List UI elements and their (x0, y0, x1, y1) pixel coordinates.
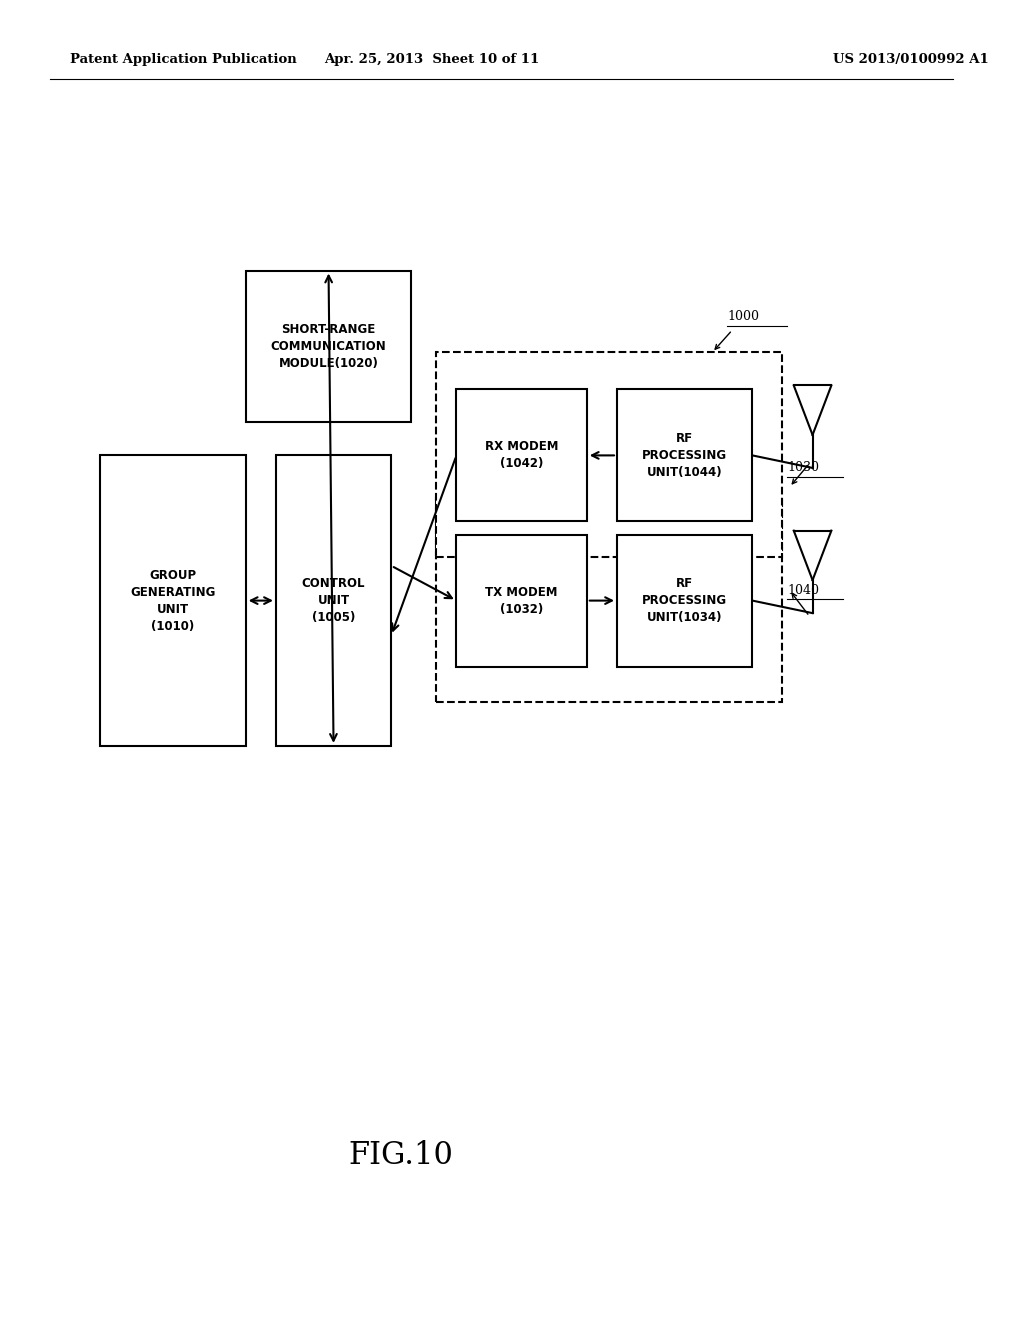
Text: US 2013/0100992 A1: US 2013/0100992 A1 (833, 53, 988, 66)
FancyBboxPatch shape (100, 455, 246, 746)
FancyBboxPatch shape (457, 535, 587, 667)
Text: 1040: 1040 (787, 583, 819, 597)
Text: RX MODEM
(1042): RX MODEM (1042) (485, 441, 558, 470)
FancyBboxPatch shape (246, 271, 412, 422)
Text: TX MODEM
(1032): TX MODEM (1032) (485, 586, 558, 615)
Text: Apr. 25, 2013  Sheet 10 of 11: Apr. 25, 2013 Sheet 10 of 11 (324, 53, 539, 66)
FancyBboxPatch shape (436, 498, 782, 702)
FancyBboxPatch shape (436, 352, 782, 557)
FancyBboxPatch shape (616, 389, 753, 521)
Text: 1030: 1030 (787, 461, 819, 474)
FancyBboxPatch shape (275, 455, 391, 746)
Text: SHORT-RANGE
COMMUNICATION
MODULE(1020): SHORT-RANGE COMMUNICATION MODULE(1020) (270, 323, 386, 370)
Text: CONTROL
UNIT
(1005): CONTROL UNIT (1005) (302, 577, 366, 624)
Text: FIG.10: FIG.10 (349, 1139, 454, 1171)
Text: RF
PROCESSING
UNIT(1044): RF PROCESSING UNIT(1044) (642, 432, 727, 479)
Text: Patent Application Publication: Patent Application Publication (71, 53, 297, 66)
FancyBboxPatch shape (457, 389, 587, 521)
Text: GROUP
GENERATING
UNIT
(1010): GROUP GENERATING UNIT (1010) (130, 569, 216, 632)
FancyBboxPatch shape (616, 535, 753, 667)
Text: RF
PROCESSING
UNIT(1034): RF PROCESSING UNIT(1034) (642, 577, 727, 624)
Text: 1000: 1000 (727, 310, 759, 323)
